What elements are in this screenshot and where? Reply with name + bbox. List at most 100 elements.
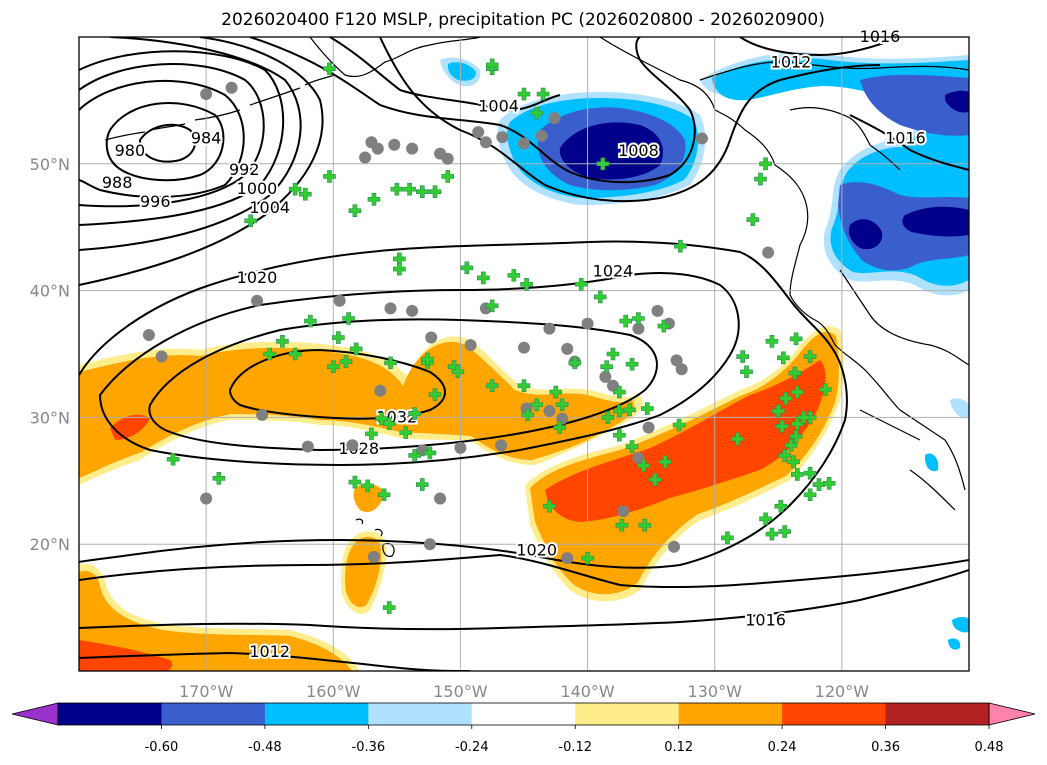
station-grey [599, 370, 612, 383]
station-green [803, 488, 817, 502]
station-green [451, 365, 465, 379]
station-green [367, 193, 381, 206]
station-green [403, 182, 416, 196]
station-grey [617, 505, 630, 518]
station-grey [365, 136, 378, 149]
station-green [323, 170, 336, 183]
lat-tick-label: 40°N [30, 282, 70, 301]
station-green [342, 312, 355, 325]
station-green [606, 347, 620, 361]
isobar-label-text: 1012 [771, 52, 812, 71]
station-green [348, 204, 362, 218]
station-green [789, 430, 803, 443]
latitude-axis: 20°N 30°N 40°N 50°N [30, 155, 70, 554]
station-grey [406, 304, 419, 317]
station-green [485, 299, 499, 313]
station-green [638, 518, 652, 532]
station-green [736, 350, 749, 363]
chart-title: 2026020400 F120 MSLP, precipitation PC (… [221, 10, 825, 30]
isobar-1004-north [329, 37, 561, 112]
isobar-1004 [79, 37, 324, 286]
station-green [754, 172, 767, 186]
lat-tick-label: 30°N [30, 408, 70, 427]
isobar-1020-south [79, 553, 969, 589]
isobar-label: 1012 [769, 50, 814, 73]
station-grey [200, 492, 213, 505]
station-grey [496, 131, 509, 144]
colorbar-segment [161, 703, 266, 725]
isobar-label: 1000 [235, 177, 280, 200]
station-green [348, 475, 362, 489]
station-green [377, 488, 391, 502]
map-panel: 9809849889929961000100410041008101210161… [78, 25, 970, 672]
station-grey [642, 421, 655, 434]
station-grey [668, 540, 681, 553]
coastline-aleutians [104, 74, 336, 141]
station-grey [762, 246, 775, 259]
colorbar-tick-label: -0.12 [558, 740, 592, 755]
station-green [555, 398, 569, 412]
isobar-1016 [739, 37, 969, 171]
station-green [648, 473, 662, 486]
isobar-1020 [79, 240, 848, 569]
station-green [415, 185, 429, 198]
station-green [244, 214, 257, 228]
station-grey [406, 142, 419, 155]
isobar-label-text: 1004 [478, 97, 519, 116]
isobar-992 [79, 62, 265, 208]
station-green [574, 277, 588, 291]
isobar-1012 [379, 37, 881, 203]
station-green [657, 319, 671, 333]
colorbar-segment [368, 703, 473, 725]
isobar-1000 [79, 37, 302, 251]
station-green [789, 332, 803, 346]
isobar-label-text: 1020 [516, 541, 557, 560]
station-grey [535, 129, 548, 142]
isobar-label: 1028 [336, 437, 381, 460]
station-grey [200, 88, 213, 101]
isobar-label: 996 [138, 190, 173, 213]
station-green [399, 426, 413, 439]
station-grey [548, 112, 561, 125]
station-green [288, 182, 302, 196]
station-green [263, 347, 277, 361]
station-green [613, 404, 626, 418]
isobar-label-text: 1028 [338, 439, 379, 458]
lon-tick-label: 170°W [179, 682, 234, 701]
station-green [477, 271, 490, 285]
station-green [740, 365, 753, 379]
station-grey [472, 126, 485, 139]
isobar-1016-south [79, 569, 969, 631]
station-green [485, 379, 499, 392]
station-green [641, 402, 654, 415]
colorbar-tick-label: 0.36 [871, 740, 900, 755]
station-green [361, 479, 374, 493]
station-green [625, 357, 639, 371]
station-green [619, 314, 633, 328]
isobar-label-text: 1016 [885, 128, 926, 147]
isobar-988 [79, 79, 245, 198]
colorbar-tick-label: -0.60 [145, 740, 179, 755]
station-green [625, 440, 639, 453]
station-grey [155, 350, 168, 363]
station-green [765, 527, 779, 541]
station-green [601, 411, 615, 424]
station-grey [479, 136, 492, 149]
colorbar-tick-label: -0.24 [455, 740, 489, 755]
station-green [521, 408, 535, 422]
isobar-label: 1020 [235, 266, 280, 289]
precip-negative-small [924, 398, 969, 650]
isobar-label-text: 1024 [593, 262, 634, 281]
station-grey [367, 550, 380, 563]
station-green [382, 601, 396, 614]
station-green [166, 452, 180, 466]
station-green [791, 385, 804, 399]
isobar-layer [79, 37, 969, 671]
isobar-label-text: 1012 [249, 642, 290, 661]
precip-positive-band-east [525, 325, 844, 602]
station-grey [388, 138, 401, 151]
station-green [765, 335, 779, 348]
colorbar: -0.60 -0.48 -0.36 -0.24 -0.12 0.12 0.24 0.36 0.4… [11, 702, 1036, 755]
station-green [375, 412, 388, 425]
station-grey [696, 132, 708, 145]
